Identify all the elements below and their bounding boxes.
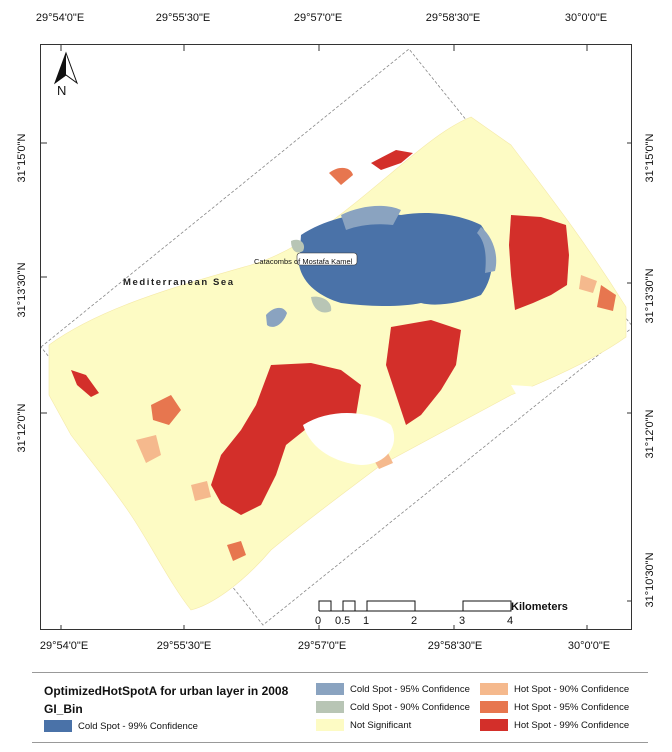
top-longitude-label: 29°54'0"E	[35, 12, 85, 24]
legend-item-label: Hot Spot - 99% Confidence	[514, 719, 630, 731]
north-label: N	[57, 83, 67, 98]
legend-item-hot-99: Hot Spot - 99% Confidence	[480, 719, 629, 731]
legend-item-hot-95: Hot Spot - 95% Confidence	[480, 701, 629, 713]
legend-swatch	[316, 683, 344, 695]
scale-label: 4	[507, 615, 514, 627]
legend-item-cold-90: Cold Spot - 90% Confidence	[316, 701, 470, 713]
right-latitude-label: 31°13'30"N	[644, 268, 656, 324]
legend-swatch	[316, 701, 344, 713]
not-significant-area	[48, 116, 627, 611]
left-latitude-label: 31°15'0"N	[16, 133, 28, 183]
top-longitude-label: 30°0'0"E	[564, 12, 608, 24]
legend-item-hot-90: Hot Spot - 90% Confidence	[480, 683, 629, 695]
legend-item-not-significant: Not Significant	[316, 719, 411, 731]
top-longitude-label: 29°57'0"E	[293, 12, 343, 24]
bottom-longitude-label: 29°55'30"E	[156, 640, 212, 652]
legend-divider	[32, 742, 648, 743]
legend-item-label: Hot Spot - 90% Confidence	[514, 683, 630, 695]
legend-field-name: GI_Bin	[44, 702, 83, 716]
legend-item-cold-99: Cold Spot - 99% Confidence	[44, 720, 198, 732]
open-area	[303, 385, 546, 465]
legend-item-cold-95: Cold Spot - 95% Confidence	[316, 683, 470, 695]
bottom-longitude-label: 29°58'30"E	[427, 640, 483, 652]
graticule-ticks	[41, 45, 631, 629]
scale-label: 0	[315, 615, 322, 627]
map-frame: Mediterranean Sea Catacombs of Mostafa K…	[40, 44, 632, 630]
scale-bar	[318, 600, 512, 612]
right-latitude-label: 31°10'30"N	[644, 552, 656, 608]
bottom-longitude-label: 30°0'0"E	[567, 640, 611, 652]
poi-label: Catacombs of Mostafa Kamel	[254, 257, 353, 266]
scale-label: 1	[363, 615, 370, 627]
scale-label: 3	[459, 615, 466, 627]
legend-swatch	[44, 720, 72, 732]
top-longitude-label: 29°58'30"E	[425, 12, 481, 24]
hot-spot-99-center-cluster	[386, 320, 461, 425]
map-canvas	[41, 45, 631, 629]
scale-label: 0.5	[335, 615, 351, 627]
right-latitude-label: 31°12'0"N	[644, 409, 656, 459]
legend-item-label: Cold Spot - 90% Confidence	[350, 701, 470, 713]
study-area-outline	[41, 48, 631, 626]
sea-label: Mediterranean Sea	[123, 277, 235, 288]
hot-spot-99-east-cluster	[509, 215, 569, 310]
legend-swatch	[480, 701, 508, 713]
scale-unit-label: Kilometers	[511, 601, 568, 613]
scale-label: 2	[411, 615, 418, 627]
left-latitude-label: 31°12'0"N	[16, 403, 28, 453]
cold-spot-99-cluster	[299, 213, 493, 306]
legend-title: OptimizedHotSpotA for urban layer in 200…	[44, 684, 289, 698]
cold-spot-90-cluster	[291, 239, 332, 313]
legend-swatch	[316, 719, 344, 731]
hot-spot-99-southwest-cluster	[211, 363, 361, 515]
legend-divider	[32, 672, 648, 673]
poi-marker	[296, 252, 358, 266]
legend-item-label: Cold Spot - 99% Confidence	[78, 720, 198, 732]
legend-swatch	[480, 683, 508, 695]
right-latitude-label: 31°15'0"N	[644, 133, 656, 183]
legend-item-label: Not Significant	[350, 719, 412, 731]
legend-item-label: Cold Spot - 95% Confidence	[350, 683, 470, 695]
left-latitude-label: 31°13'30"N	[16, 262, 28, 318]
north-arrow-icon	[53, 51, 79, 85]
bottom-longitude-label: 29°54'0"E	[39, 640, 89, 652]
legend-item-label: Hot Spot - 95% Confidence	[514, 701, 630, 713]
top-longitude-label: 29°55'30"E	[155, 12, 211, 24]
legend-swatch	[480, 719, 508, 731]
bottom-longitude-label: 29°57'0"E	[297, 640, 347, 652]
